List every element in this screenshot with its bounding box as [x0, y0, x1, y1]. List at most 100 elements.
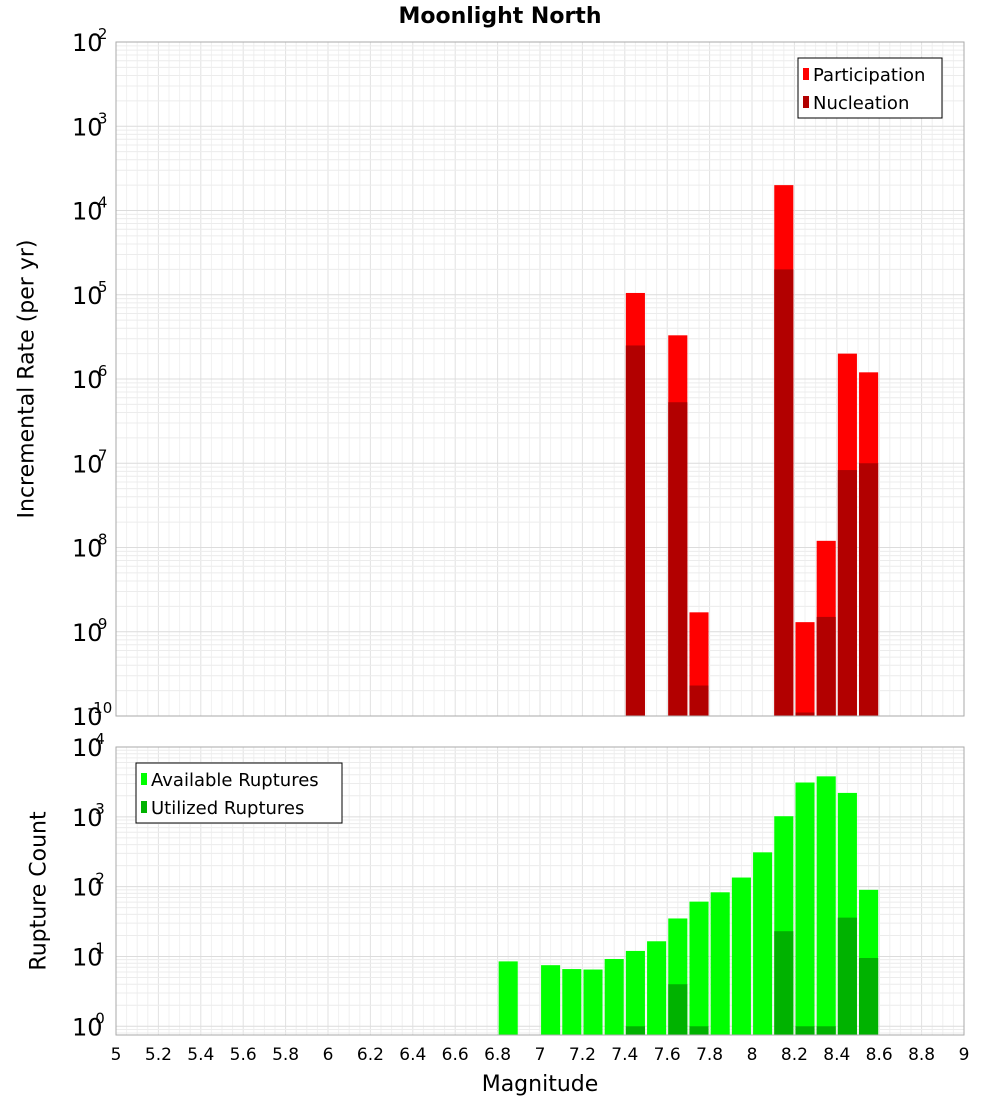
magnitude-x-tick-label: 6.2 — [357, 1045, 384, 1065]
magnitude-x-tick-label: 8.2 — [781, 1045, 808, 1065]
rupture-bar-available-ruptures — [562, 969, 582, 1035]
rate-y-tick-exponent: -5 — [93, 278, 108, 296]
rate-plot-gridlines — [115, 42, 965, 717]
rupture-bar-available-ruptures — [753, 852, 773, 1035]
rupture-bar-utilized-ruptures — [837, 917, 857, 1035]
magnitude-x-tick-label: 8.6 — [866, 1045, 893, 1065]
rate-y-tick-label: 10 — [72, 113, 103, 141]
magnitude-x-tick-label: 7.2 — [569, 1045, 596, 1065]
rupture-legend-box — [135, 762, 343, 824]
rupture-bar-available-ruptures — [689, 901, 709, 1035]
rate-y-tick-exponent: -2 — [93, 25, 108, 43]
rupture-legend: Available Ruptures Utilized Ruptures — [135, 762, 343, 824]
rate-y-tick-label: 10 — [72, 366, 103, 394]
rate-y-tick-label: 10 — [72, 282, 103, 310]
rate-y-tick-exponent: -9 — [93, 615, 108, 633]
magnitude-x-tick-label: 7.8 — [696, 1045, 723, 1065]
magnitude-x-tick-label: 5.4 — [187, 1045, 214, 1065]
rupture-y-tick-label: 10 — [72, 874, 103, 902]
rate-legend-label: Participation — [813, 65, 925, 86]
rate-legend-label: Nucleation — [813, 93, 909, 114]
rate-legend-swatch — [803, 96, 809, 108]
rupture-legend-label: Utilized Ruptures — [151, 798, 304, 819]
rupture-bar-available-ruptures — [816, 776, 836, 1035]
rupture-y-tick-exponent: 3 — [95, 800, 105, 818]
rate-y-axis-label: Incremental Rate (per yr) — [15, 240, 40, 519]
rupture-bar-available-ruptures — [795, 782, 815, 1035]
rupture-y-axis-label: Rupture Count — [27, 811, 52, 971]
magnitude-x-tick-label: 6 — [323, 1045, 334, 1065]
rupture-legend-swatch — [141, 801, 147, 813]
rupture-plot-frame — [115, 746, 965, 1036]
rate-y-tick-exponent: -6 — [93, 362, 108, 380]
rupture-bar-utilized-ruptures — [795, 1026, 815, 1035]
rate-legend: Participation Nucleation — [797, 57, 943, 119]
rupture-bar-available-ruptures — [541, 965, 561, 1035]
magnitude-x-tick-label: 7.4 — [611, 1045, 638, 1065]
rate-plot-frame — [115, 41, 965, 717]
rate-bar-nucleation — [795, 712, 815, 716]
rate-legend-swatch — [803, 68, 809, 80]
magnitude-x-tick-label: 7.6 — [654, 1045, 681, 1065]
rate-y-tick-label: 10 — [72, 29, 103, 57]
magnitude-x-axis-label: Magnitude — [482, 1072, 599, 1097]
magnitude-x-tick-label: 6.6 — [442, 1045, 469, 1065]
rate-y-tick-label: 10 — [72, 198, 103, 226]
rupture-bar-available-ruptures — [731, 877, 751, 1035]
rupture-y-tick-exponent: 4 — [95, 730, 105, 748]
magnitude-x-tick-label: 5.2 — [145, 1045, 172, 1065]
rupture-bar-utilized-ruptures — [625, 1026, 645, 1035]
rate-bar-nucleation — [625, 345, 645, 716]
rate-bar-nucleation — [689, 685, 709, 716]
rate-y-tick-label: 10 — [72, 703, 103, 731]
magnitude-x-tick-label: 6.4 — [399, 1045, 426, 1065]
rupture-y-tick-exponent: 1 — [95, 939, 105, 957]
rate-y-tick-exponent: -7 — [93, 446, 108, 464]
magnitude-x-tick-label: 8 — [747, 1045, 758, 1065]
rupture-bar-utilized-ruptures — [859, 958, 879, 1035]
rate-y-tick-label: 10 — [72, 450, 103, 478]
rupture-bar-utilized-ruptures — [774, 931, 794, 1035]
rupture-bar-available-ruptures — [604, 958, 624, 1035]
rupture-bar-utilized-ruptures — [668, 984, 688, 1035]
rupture-bar-utilized-ruptures — [689, 1026, 709, 1035]
chart-title: Moonlight North — [398, 4, 601, 29]
rate-plot-bars — [625, 185, 879, 716]
rate-y-tick-exponent: -3 — [93, 109, 108, 127]
magnitude-x-tick-label: 9 — [959, 1045, 970, 1065]
rupture-bar-available-ruptures — [583, 969, 603, 1035]
rate-bar-nucleation — [774, 269, 794, 716]
magnitude-x-tick-label: 7 — [535, 1045, 546, 1065]
rupture-y-tick-label: 10 — [72, 1013, 103, 1041]
rate-legend-box — [797, 57, 943, 119]
rupture-plot-bars — [498, 776, 879, 1035]
rate-bar-nucleation — [859, 463, 879, 716]
magnitude-x-tick-label: 6.8 — [484, 1045, 511, 1065]
rate-y-tick-exponent: -10 — [88, 699, 113, 717]
rupture-y-tick-label: 10 — [72, 734, 103, 762]
rate-bar-participation — [795, 622, 815, 716]
magnitude-x-tick-label: 8.4 — [823, 1045, 850, 1065]
magnitude-x-tick-label: 5.6 — [230, 1045, 257, 1065]
rate-y-tick-exponent: -4 — [93, 194, 108, 212]
magnitude-x-tick-label: 5 — [111, 1045, 122, 1065]
rupture-y-tick-label: 10 — [72, 804, 103, 832]
rupture-y-tick-label: 10 — [72, 943, 103, 971]
rupture-legend-label: Available Ruptures — [151, 770, 319, 791]
rate-y-tick-label: 10 — [72, 619, 103, 647]
rupture-legend-swatch — [141, 773, 147, 785]
magnitude-x-tick-label: 5.8 — [272, 1045, 299, 1065]
magnitude-x-ticks: 5 5.2 5.4 5.6 5.8 6 6.2 6.4 6.6 6.8 7 7.2 7.4 7.6 7.8 8… — [111, 1045, 970, 1065]
rupture-bar-available-ruptures — [625, 950, 645, 1035]
rate-y-tick-exponent: -8 — [93, 531, 108, 549]
rate-bar-nucleation — [668, 402, 688, 716]
rupture-y-tick-exponent: 0 — [95, 1009, 105, 1027]
rate-bar-nucleation — [816, 616, 836, 716]
magnitude-x-tick-label: 8.8 — [908, 1045, 935, 1065]
rate-bar-nucleation — [837, 470, 857, 716]
